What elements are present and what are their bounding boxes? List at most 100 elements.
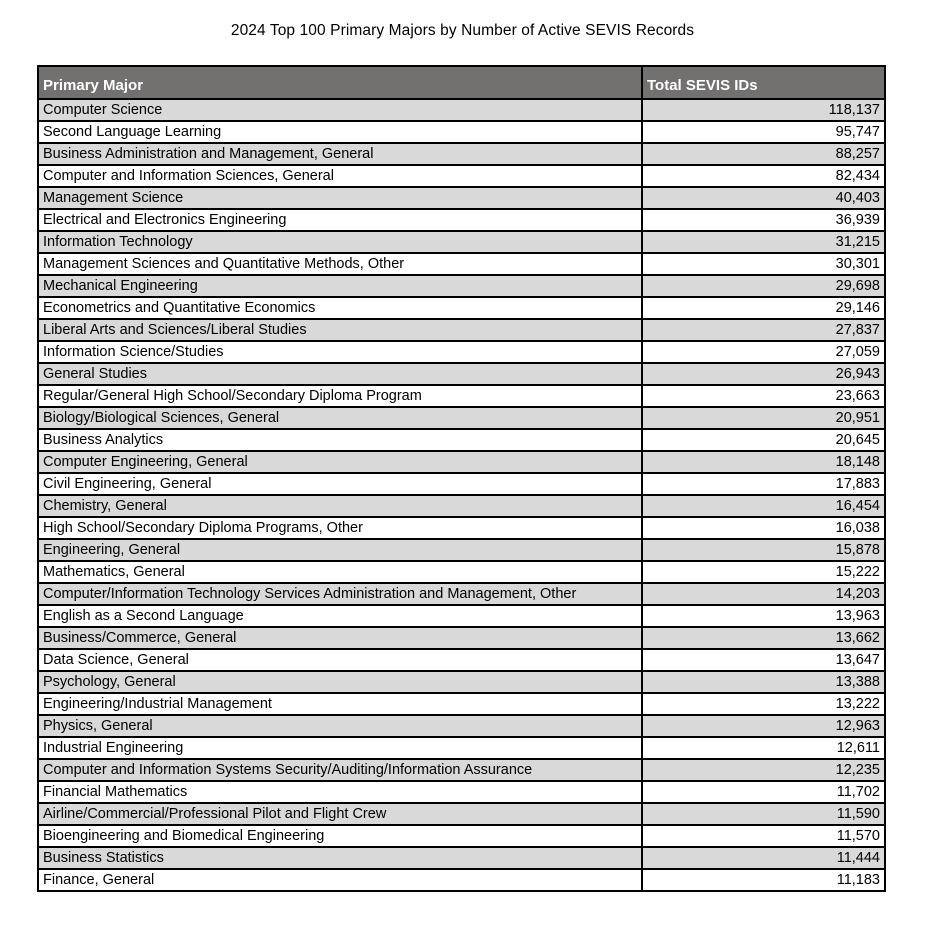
table-row: Mechanical Engineering 29,698 xyxy=(37,274,886,298)
primary-major-cell: High School/Secondary Diploma Programs, … xyxy=(37,516,643,540)
primary-major-cell: Industrial Engineering xyxy=(37,736,643,760)
primary-major-cell: Mathematics, General xyxy=(37,560,643,584)
total-sevis-ids-cell: 11,702 xyxy=(641,780,886,804)
table-row: Computer and Information Sciences, Gener… xyxy=(37,164,886,188)
primary-major-cell: Business Administration and Management, … xyxy=(37,142,643,166)
primary-major-cell: Computer/Information Technology Services… xyxy=(37,582,643,606)
primary-major-cell: Financial Mathematics xyxy=(37,780,643,804)
total-sevis-ids-cell: 29,146 xyxy=(641,296,886,320)
table-row: Engineering/Industrial Management 13,222 xyxy=(37,692,886,716)
table-row: Management Science 40,403 xyxy=(37,186,886,210)
total-sevis-ids-cell: 13,222 xyxy=(641,692,886,716)
primary-major-cell: English as a Second Language xyxy=(37,604,643,628)
table-row: Second Language Learning 95,747 xyxy=(37,120,886,144)
total-sevis-ids-cell: 88,257 xyxy=(641,142,886,166)
total-sevis-ids-cell: 95,747 xyxy=(641,120,886,144)
total-sevis-ids-cell: 20,951 xyxy=(641,406,886,430)
primary-major-cell: Airline/Commercial/Professional Pilot an… xyxy=(37,802,643,826)
primary-major-cell: Business Statistics xyxy=(37,846,643,870)
primary-major-cell: Computer Engineering, General xyxy=(37,450,643,474)
table-row: Information Science/Studies 27,059 xyxy=(37,340,886,364)
primary-major-cell: Chemistry, General xyxy=(37,494,643,518)
table-row: Engineering, General 15,878 xyxy=(37,538,886,562)
total-sevis-ids-cell: 26,943 xyxy=(641,362,886,386)
table-row: Mathematics, General 15,222 xyxy=(37,560,886,584)
table-row: English as a Second Language 13,963 xyxy=(37,604,886,628)
table-row: Financial Mathematics 11,702 xyxy=(37,780,886,804)
total-sevis-ids-cell: 11,183 xyxy=(641,868,886,892)
primary-major-cell: Computer and Information Systems Securit… xyxy=(37,758,643,782)
total-sevis-ids-cell: 118,137 xyxy=(641,98,886,122)
primary-major-cell: Biology/Biological Sciences, General xyxy=(37,406,643,430)
total-sevis-ids-cell: 11,570 xyxy=(641,824,886,848)
primary-major-cell: General Studies xyxy=(37,362,643,386)
table-row: Civil Engineering, General 17,883 xyxy=(37,472,886,496)
total-sevis-ids-cell: 13,963 xyxy=(641,604,886,628)
total-sevis-ids-cell: 31,215 xyxy=(641,230,886,254)
table-header: Primary Major Total SEVIS IDs xyxy=(37,65,886,100)
total-sevis-ids-cell: 40,403 xyxy=(641,186,886,210)
table-row: Business Administration and Management, … xyxy=(37,142,886,166)
table-row: Business Statistics 11,444 xyxy=(37,846,886,870)
table-row: Business Analytics 20,645 xyxy=(37,428,886,452)
table-row: Computer Engineering, General 18,148 xyxy=(37,450,886,474)
total-sevis-ids-cell: 29,698 xyxy=(641,274,886,298)
total-sevis-ids-cell: 12,235 xyxy=(641,758,886,782)
table-row: Psychology, General 13,388 xyxy=(37,670,886,694)
total-sevis-ids-cell: 15,222 xyxy=(641,560,886,584)
total-sevis-ids-cell: 15,878 xyxy=(641,538,886,562)
table-row: Bioengineering and Biomedical Engineerin… xyxy=(37,824,886,848)
total-sevis-ids-cell: 20,645 xyxy=(641,428,886,452)
column-header-total-sevis-ids: Total SEVIS IDs xyxy=(641,65,886,100)
total-sevis-ids-cell: 27,059 xyxy=(641,340,886,364)
table-row: Electrical and Electronics Engineering 36… xyxy=(37,208,886,232)
primary-major-cell: Computer Science xyxy=(37,98,643,122)
total-sevis-ids-cell: 11,444 xyxy=(641,846,886,870)
table-row: Business/Commerce, General 13,662 xyxy=(37,626,886,650)
table-row: Industrial Engineering 12,611 xyxy=(37,736,886,760)
total-sevis-ids-cell: 82,434 xyxy=(641,164,886,188)
total-sevis-ids-cell: 23,663 xyxy=(641,384,886,408)
table-row: Regular/General High School/Secondary Di… xyxy=(37,384,886,408)
primary-major-cell: Information Science/Studies xyxy=(37,340,643,364)
primary-major-cell: Psychology, General xyxy=(37,670,643,694)
column-header-primary-major: Primary Major xyxy=(37,65,643,100)
primary-major-cell: Business/Commerce, General xyxy=(37,626,643,650)
total-sevis-ids-cell: 18,148 xyxy=(641,450,886,474)
primary-major-cell: Information Technology xyxy=(37,230,643,254)
total-sevis-ids-cell: 36,939 xyxy=(641,208,886,232)
table-row: General Studies 26,943 xyxy=(37,362,886,386)
table-row: Biology/Biological Sciences, General 20,9… xyxy=(37,406,886,430)
table-row: Finance, General 11,183 xyxy=(37,868,886,892)
total-sevis-ids-cell: 12,963 xyxy=(641,714,886,738)
total-sevis-ids-cell: 13,388 xyxy=(641,670,886,694)
table-row: Econometrics and Quantitative Economics 2… xyxy=(37,296,886,320)
primary-major-cell: Management Sciences and Quantitative Met… xyxy=(37,252,643,276)
total-sevis-ids-cell: 13,662 xyxy=(641,626,886,650)
primary-major-cell: Mechanical Engineering xyxy=(37,274,643,298)
primary-major-cell: Business Analytics xyxy=(37,428,643,452)
table-row: Computer Science 118,137 xyxy=(37,98,886,122)
primary-major-cell: Bioengineering and Biomedical Engineerin… xyxy=(37,824,643,848)
primary-major-cell: Electrical and Electronics Engineering xyxy=(37,208,643,232)
table-row: Liberal Arts and Sciences/Liberal Studie… xyxy=(37,318,886,342)
table-row: Computer and Information Systems Securit… xyxy=(37,758,886,782)
table-row: Computer/Information Technology Services… xyxy=(37,582,886,606)
total-sevis-ids-cell: 17,883 xyxy=(641,472,886,496)
table-row: High School/Secondary Diploma Programs, … xyxy=(37,516,886,540)
table-row: Information Technology 31,215 xyxy=(37,230,886,254)
primary-major-cell: Physics, General xyxy=(37,714,643,738)
table-row: Management Sciences and Quantitative Met… xyxy=(37,252,886,276)
header-row: Primary Major Total SEVIS IDs xyxy=(37,65,886,100)
total-sevis-ids-cell: 30,301 xyxy=(641,252,886,276)
table-row: Chemistry, General 16,454 xyxy=(37,494,886,518)
table-row: Data Science, General 13,647 xyxy=(37,648,886,672)
primary-major-cell: Regular/General High School/Secondary Di… xyxy=(37,384,643,408)
primary-major-cell: Data Science, General xyxy=(37,648,643,672)
primary-major-cell: Engineering, General xyxy=(37,538,643,562)
primary-major-cell: Second Language Learning xyxy=(37,120,643,144)
primary-major-cell: Civil Engineering, General xyxy=(37,472,643,496)
total-sevis-ids-cell: 16,454 xyxy=(641,494,886,518)
primary-major-cell: Liberal Arts and Sciences/Liberal Studie… xyxy=(37,318,643,342)
